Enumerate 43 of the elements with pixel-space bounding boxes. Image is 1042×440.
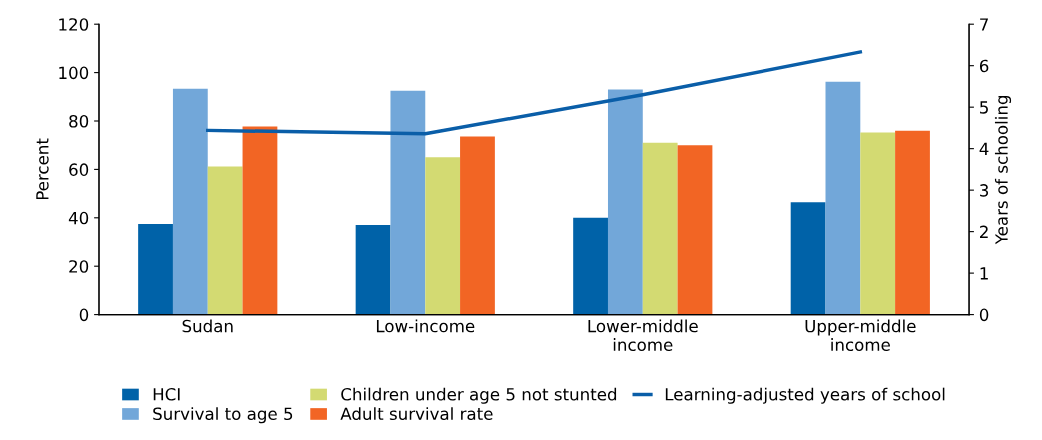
y2-tick-label: 6	[979, 59, 989, 73]
bar	[790, 202, 826, 315]
y-tick-label: 0	[79, 308, 89, 322]
y2-tick-label: 3	[980, 184, 989, 197]
legend-label: Survival to age 5	[153, 407, 293, 424]
bar	[607, 89, 643, 315]
bar	[573, 217, 608, 315]
y-tick-label: 20	[69, 260, 89, 273]
x-tick-label: Upper-middle income	[805, 319, 916, 352]
x-tick-label: Low-income	[376, 319, 475, 333]
bar	[860, 132, 896, 315]
legend-label: Learning-adjusted years of school	[665, 387, 945, 404]
x-tick-label: Lower-middle income	[588, 319, 698, 352]
bar	[460, 136, 495, 315]
bar	[242, 126, 278, 315]
y-tick-label: 40	[68, 211, 89, 225]
bar	[138, 224, 173, 315]
y-tick-label: 120	[59, 18, 89, 31]
bar	[895, 130, 930, 315]
bar	[825, 81, 861, 315]
legend-label: Children under age 5 not stunted	[341, 387, 617, 404]
bar	[390, 90, 426, 315]
bar	[677, 145, 713, 315]
y-tick-label: 80	[69, 114, 89, 128]
y-tick-label: 100	[59, 66, 89, 80]
y2-tick-label: 0	[979, 308, 989, 322]
y2-tick-label: 2	[980, 225, 988, 238]
y2-tick-label: 4	[979, 142, 989, 155]
bar	[207, 166, 243, 315]
y2-tick-label: 1	[980, 267, 988, 280]
x-tick-label: Sudan	[182, 319, 233, 333]
y-axis-title: Percent	[36, 138, 49, 200]
bar	[642, 142, 678, 315]
bar	[355, 225, 391, 315]
y2-axis-title: Years of schooling	[994, 95, 1012, 245]
legend-label: HCI	[153, 387, 180, 401]
line-series	[206, 50, 863, 136]
y-tick-label: 60	[69, 163, 89, 176]
y2-tick-label: 5	[980, 101, 988, 114]
y2-tick-label: 7	[980, 18, 988, 31]
bar	[172, 88, 208, 315]
legend-label: Adult survival rate	[340, 407, 493, 421]
bar	[425, 157, 461, 315]
